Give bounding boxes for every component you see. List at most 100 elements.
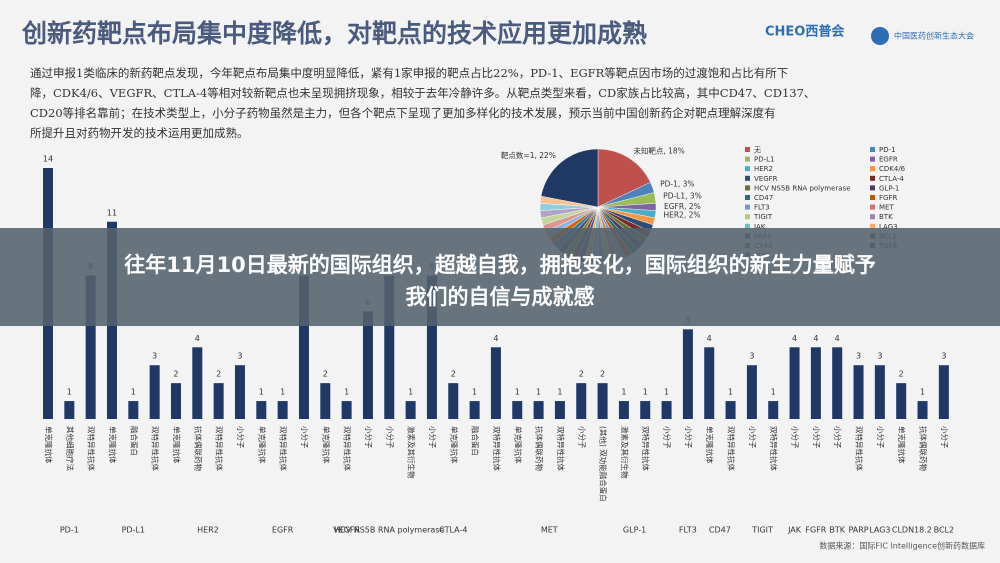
- bar: [640, 401, 651, 419]
- bar: [405, 401, 416, 419]
- bar: [341, 401, 352, 419]
- bar: [874, 365, 885, 419]
- x-tick-label: 双特异性抗体: [279, 426, 289, 471]
- x-tick-label: 双特异性抗体: [641, 426, 651, 471]
- value-label: 2: [579, 370, 584, 379]
- x-tick-label: 单克隆抗体: [513, 426, 523, 464]
- group-label: EGFR: [272, 526, 294, 535]
- x-tick-label: 单克隆抗体: [44, 426, 54, 464]
- x-tick-label: 小分子: [385, 426, 394, 449]
- bar: [469, 401, 480, 419]
- value-label: 1: [536, 388, 541, 397]
- slice-label: PD-1, 3%: [660, 180, 694, 189]
- value-label: 2: [451, 370, 456, 379]
- legend-swatch: [870, 195, 875, 200]
- banner-text: 我们的自信与成就感: [406, 285, 595, 309]
- legend-label: HCV NS5B RNA polymerase: [754, 184, 851, 192]
- value-label: 1: [67, 388, 72, 397]
- legend-label: FLT3: [754, 204, 770, 212]
- x-tick-label: 小分子: [577, 426, 586, 449]
- x-tick-label: 单克隆抗体: [897, 426, 907, 464]
- group-label: PD-1: [60, 526, 79, 535]
- value-label: 3: [877, 352, 882, 361]
- bar: [362, 311, 373, 419]
- x-tick-label: 激素及其衍生物: [407, 426, 417, 479]
- x-tick-label: 小分子: [940, 426, 949, 449]
- group-label: BTK: [829, 526, 845, 535]
- bar: [298, 275, 309, 419]
- value-label: 1: [920, 388, 925, 397]
- x-tick-label: 小分子: [300, 426, 309, 449]
- logo: CHEO西普会: [765, 24, 845, 40]
- logo-icon: [871, 27, 889, 45]
- value-label: 1: [515, 388, 520, 397]
- legend-swatch: [745, 185, 750, 191]
- legend-label: PD-1: [879, 146, 896, 154]
- group-label: HER2: [197, 526, 219, 535]
- x-tick-label: 抗体偶联药物: [919, 426, 929, 471]
- value-label: 1: [472, 388, 477, 397]
- legend-label: CDK4/6: [879, 165, 906, 173]
- bar: [320, 383, 331, 419]
- x-tick-label: 抗体偶联药物: [193, 426, 203, 471]
- legend-label: GLP-1: [879, 184, 899, 192]
- legend-swatch: [745, 156, 750, 162]
- bar: [256, 401, 267, 419]
- legend-label: FGFR: [879, 194, 897, 202]
- bar: [810, 347, 821, 419]
- x-tick-label: 融合蛋白: [471, 426, 481, 456]
- x-tick-label: 激素及其衍生物: [620, 426, 630, 479]
- value-label: 3: [749, 352, 754, 361]
- value-label: 1: [621, 388, 626, 397]
- legend-label: LAG3: [879, 223, 898, 231]
- pie-slice: [540, 148, 599, 208]
- bar: [682, 329, 693, 419]
- legend-label: 无: [754, 146, 761, 154]
- bar: [661, 401, 672, 419]
- bar: [832, 347, 843, 419]
- x-tick-label: 双特异性抗体: [87, 426, 97, 471]
- bar: [853, 365, 864, 419]
- group-label: GLP-1: [623, 526, 646, 535]
- bar: [789, 347, 800, 419]
- x-tick-label: 小分子: [364, 426, 373, 449]
- x-tick-label: (其他) 双功能融合蛋白: [599, 426, 609, 502]
- legend-swatch: [745, 204, 750, 210]
- x-tick-label: 单克隆抗体: [172, 426, 182, 464]
- group-label: LAG3: [869, 526, 890, 535]
- legend-swatch: [870, 175, 875, 181]
- x-tick-label: 抗体偶联药物: [535, 426, 545, 471]
- banner-text: 往年11月10日最新的国际组织，超越自我，拥抱变化，国际组织的新生力量赋予: [124, 253, 875, 277]
- group-label: MET: [541, 526, 558, 535]
- x-tick-label: 小分子: [812, 426, 821, 449]
- x-tick-label: 小分子: [663, 426, 672, 449]
- bar: [149, 365, 160, 419]
- pie-slice: [597, 148, 651, 208]
- x-tick-label: 单克隆抗体: [449, 426, 459, 464]
- bar: [192, 347, 203, 419]
- legend-label: PD-L1: [754, 156, 775, 164]
- value-label: 4: [835, 334, 840, 343]
- bar: [170, 383, 181, 419]
- legend-swatch: [745, 195, 750, 200]
- value-label: 2: [600, 370, 605, 379]
- slice-label: EGFR, 2%: [664, 202, 701, 211]
- value-label: 1: [664, 388, 669, 397]
- group-label: VEGFR: [333, 526, 360, 535]
- bar: [64, 401, 75, 419]
- x-tick-label: 单克隆抗体: [257, 426, 267, 464]
- x-tick-label: 小分子: [236, 426, 245, 449]
- x-tick-label: 小分子: [833, 426, 842, 449]
- paragraph-line: 通过申报1类临床的新药靶点发现，今年靶点布局集中度明显降低，紧有1家申报的靶点占…: [30, 66, 788, 80]
- bar: [533, 401, 544, 419]
- value-label: 1: [728, 388, 733, 397]
- value-label: 4: [195, 334, 200, 343]
- legend-swatch: [745, 147, 750, 152]
- bar: [384, 275, 395, 419]
- legend-label: EGFR: [879, 156, 898, 164]
- legend-label: HER2: [754, 165, 773, 173]
- source-note: 数据来源：国际FIC Intelligence创新药数据库: [819, 541, 985, 551]
- value-label: 11: [107, 208, 117, 217]
- legend-swatch: [745, 223, 750, 229]
- value-label: 1: [643, 388, 648, 397]
